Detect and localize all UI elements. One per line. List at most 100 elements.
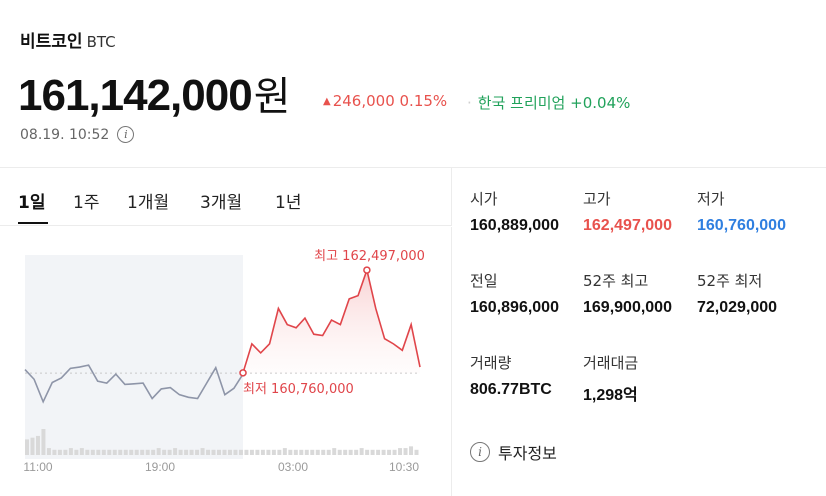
stat-high-value: 162,497,000 xyxy=(583,217,672,234)
volume-bar xyxy=(63,449,68,455)
volume-bar xyxy=(145,449,150,455)
volume-bar xyxy=(332,448,337,455)
stat-low: 저가 160,760,000 xyxy=(697,188,786,235)
stat-low-value: 160,760,000 xyxy=(697,217,786,234)
volume-bar xyxy=(315,449,320,455)
volume-bar xyxy=(293,449,298,455)
volume-bar xyxy=(129,449,134,455)
active-tab-indicator xyxy=(18,222,48,224)
stats-panel: 시가 160,889,000 고가 162,497,000 저가 160,760… xyxy=(452,168,826,496)
tab-1year[interactable]: 1년 xyxy=(275,193,302,213)
coin-name: 비트코인 xyxy=(20,32,83,52)
volume-bar xyxy=(206,449,211,455)
volume-bar xyxy=(107,449,112,455)
volume-bar xyxy=(217,449,221,455)
premium-label: 한국 프리미엄 xyxy=(477,94,566,112)
stat-prev-close-value: 160,896,000 xyxy=(470,299,559,316)
stat-52w-high: 52주 최고 169,900,000 xyxy=(583,270,672,317)
volume-bar xyxy=(370,449,375,455)
volume-bar xyxy=(409,446,414,455)
volume-bar xyxy=(189,449,194,455)
volume-bar xyxy=(101,449,106,455)
volume-bar xyxy=(35,435,40,455)
volume-bar xyxy=(74,449,79,455)
volume-bar xyxy=(288,449,293,455)
stat-prev-close-label: 전일 xyxy=(470,272,498,290)
stat-volume-label: 거래량 xyxy=(470,354,512,372)
chart-svg: 최고 162,497,000 최저 160,760,000 11:00 19:0… xyxy=(23,249,424,474)
volume-bar xyxy=(348,449,353,455)
stat-turnover-value: 1,298억 xyxy=(583,387,638,404)
stat-low-label: 저가 xyxy=(697,190,725,208)
volume-bar xyxy=(162,449,167,455)
volume-bar xyxy=(118,449,123,455)
volume-bar xyxy=(260,449,265,455)
volume-bar xyxy=(310,449,315,455)
price-change: ▲ 246,000 0.15% xyxy=(323,92,447,110)
low-label: 최저 160,760,000 xyxy=(243,382,354,397)
invest-info-link[interactable]: i 투자정보 xyxy=(470,440,557,464)
stat-high: 고가 162,497,000 xyxy=(583,188,672,235)
volume-bar xyxy=(392,449,397,455)
volume-bar xyxy=(123,449,128,455)
price-value: 161,142,000 xyxy=(18,71,253,120)
tab-1month[interactable]: 1개월 xyxy=(127,193,170,213)
volume-bar xyxy=(343,449,348,455)
volume-bar xyxy=(46,448,51,455)
volume-bar xyxy=(68,448,73,455)
volume-bar xyxy=(96,449,101,455)
volume-bar xyxy=(112,449,117,455)
volume-bar xyxy=(227,449,232,455)
stat-volume: 거래량 806.77BTC xyxy=(470,352,552,399)
info-icon[interactable]: i xyxy=(117,126,135,143)
tab-3month[interactable]: 3개월 xyxy=(200,193,243,213)
stat-52w-high-label: 52주 최고 xyxy=(583,272,649,290)
volume-bar xyxy=(354,449,359,455)
volume-bar xyxy=(25,439,29,455)
stat-prev-close: 전일 160,896,000 xyxy=(470,270,559,317)
korea-premium: · 한국 프리미엄 +0.04% xyxy=(467,92,630,113)
prev-period-line xyxy=(24,364,244,404)
stat-open: 시가 160,889,000 xyxy=(470,188,559,235)
volume-bar xyxy=(282,448,287,455)
volume-bar xyxy=(337,449,342,455)
price-chart[interactable]: 최고 162,497,000 최저 160,760,000 11:00 19:0… xyxy=(0,227,452,496)
coin-title: 비트코인 BTC xyxy=(20,27,116,52)
volume-bar xyxy=(398,448,403,455)
x-tick-1900: 19:00 xyxy=(145,460,175,474)
volume-bar xyxy=(403,448,408,455)
volume-bar xyxy=(79,448,84,455)
tab-1day[interactable]: 1일 xyxy=(18,193,46,213)
volume-bar xyxy=(57,449,62,455)
current-price: 161,142,000원 xyxy=(18,64,290,122)
low-marker xyxy=(239,369,247,377)
volume-bar xyxy=(255,449,260,455)
volume-bar xyxy=(238,449,243,455)
volume-bar xyxy=(266,449,271,455)
volume-bar xyxy=(167,449,172,455)
volume-bars xyxy=(25,429,419,455)
volume-bar xyxy=(178,449,183,455)
volume-bar xyxy=(414,449,419,455)
change-amount: 246,000 xyxy=(332,92,395,110)
volume-bar xyxy=(321,449,326,455)
volume-bar xyxy=(326,449,331,455)
tab-1week[interactable]: 1주 xyxy=(73,193,100,213)
volume-bar xyxy=(156,448,161,455)
volume-bar xyxy=(200,448,205,455)
volume-bar xyxy=(85,449,90,455)
up-triangle-icon: ▲ xyxy=(323,96,331,107)
coin-symbol: BTC xyxy=(86,33,116,51)
x-tick-0300: 03:00 xyxy=(278,460,308,474)
separator-dot: · xyxy=(467,94,472,112)
x-tick-1100: 11:00 xyxy=(23,460,52,474)
volume-bar xyxy=(359,448,364,455)
stat-volume-value: 806.77BTC xyxy=(470,381,552,398)
stat-turnover: 거래대금 1,298억 xyxy=(583,352,638,405)
premium-value: +0.04% xyxy=(570,94,631,112)
period-tabs: 1일 1주 1개월 3개월 1년 xyxy=(0,168,452,226)
header: 비트코인 BTC 161,142,000원 ▲ 246,000 0.15% · 한국 … xyxy=(0,0,826,168)
info-icon: i xyxy=(470,442,490,462)
volume-bar xyxy=(244,449,249,455)
volume-bar xyxy=(304,449,309,455)
